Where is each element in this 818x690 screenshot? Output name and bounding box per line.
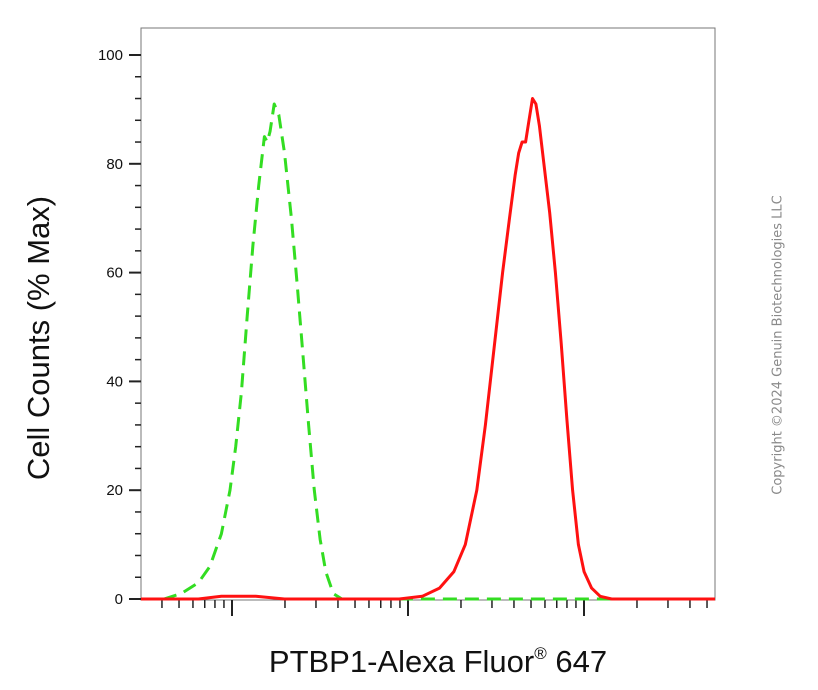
y-tick-label: 60: [106, 265, 123, 282]
y-tick-label: 40: [106, 373, 123, 390]
y-tick-label: 20: [106, 482, 123, 499]
y-tick-label: 80: [106, 156, 123, 173]
ptbp1-histogram-line: [141, 97, 715, 601]
x-axis-label-suffix: 647: [547, 644, 607, 679]
y-tick-label: 0: [115, 591, 123, 608]
axes: 0 20 40 60 80 100: [98, 47, 708, 616]
x-axis-label: PTBP1-Alexa Fluor® 647: [269, 644, 607, 679]
x-axis-label-superscript: ®: [534, 644, 547, 663]
series-layer: [141, 97, 715, 601]
x-axis-label-main: PTBP1-Alexa Fluor: [269, 644, 534, 679]
control-histogram-line: [141, 102, 715, 601]
copyright-notice: Copyright ©2024 Genuin Biotechnologies L…: [770, 195, 786, 495]
y-axis-label: Cell Counts (% Max): [21, 196, 56, 480]
y-tick-label: 100: [98, 47, 123, 64]
plot-frame: [140, 27, 716, 601]
